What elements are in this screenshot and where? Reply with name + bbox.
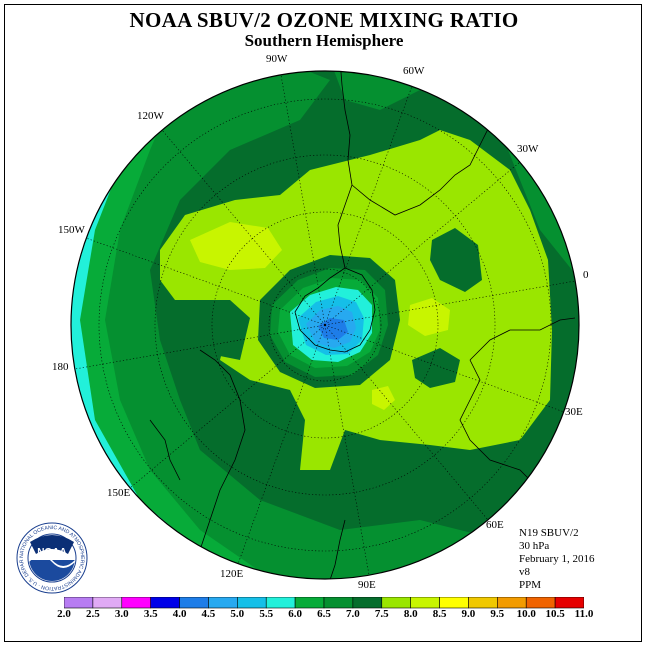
lon-label-150w: 150W [58, 224, 86, 236]
noaa-logo: NATIONAL OCEANIC AND ATMOSPHERIC ADMINIS… [16, 522, 88, 594]
colorbar-segment [410, 597, 440, 609]
lon-label-150e: 150E [107, 487, 131, 499]
lon-label-60e: 60E [486, 519, 504, 531]
colorbar-tick-label: 5.0 [230, 608, 245, 620]
ozone-contours [71, 71, 579, 579]
colorbar-tick-label: 9.0 [461, 608, 476, 620]
colorbar-tick-label: 10.5 [545, 608, 565, 620]
colorbar-tick-label: 4.5 [201, 608, 216, 620]
info-instrument: N19 SBUV/2 [519, 527, 579, 539]
logo-noaa-text: NOAA [37, 547, 66, 558]
colorbar-tick-label: 6.0 [288, 608, 302, 620]
colorbar-tick-label: 3.5 [143, 608, 158, 620]
figure-frame [4, 4, 642, 642]
map-subtitle: Southern Hemisphere [244, 31, 404, 50]
colorbar-segment [121, 597, 151, 609]
map-boundary [70, 70, 580, 580]
lon-label-90e: 90E [358, 579, 376, 591]
colorbar-segment [497, 597, 527, 609]
colorbar-tick-label: 7.0 [346, 608, 360, 620]
lon-label-120w: 120W [137, 110, 165, 122]
colorbar-segment [554, 597, 584, 609]
colorbar-segment [237, 597, 267, 609]
colorbar-segment [265, 597, 296, 609]
colorbar-segment [381, 597, 411, 609]
colorbar-tick-label: 5.5 [259, 608, 274, 620]
info-units: PPM [519, 579, 542, 591]
colorbar-tick-label: 9.5 [490, 608, 505, 620]
colorbar-tick-label: 8.5 [432, 608, 447, 620]
lon-label-30w: 30W [517, 143, 539, 155]
colorbar-tick-label: 7.5 [374, 608, 389, 620]
colorbar-segment [439, 597, 469, 609]
colorbar [64, 597, 584, 609]
info-level: 30 hPa [519, 540, 550, 552]
colorbar-segment [525, 597, 556, 609]
coastlines [149, 71, 576, 579]
info-version: v8 [519, 566, 530, 578]
colorbar-segment [64, 597, 94, 609]
colorbar-tick-label: 6.5 [317, 608, 331, 620]
lon-label-30e: 30E [565, 406, 583, 418]
colorbar-segment [323, 597, 354, 609]
lon-label-60w: 60W [403, 65, 425, 77]
map-title: NOAA SBUV/2 OZONE MIXING RATIO [129, 8, 519, 32]
colorbar-segment [468, 597, 498, 609]
colorbar-tick-label: 4.0 [172, 608, 187, 620]
colorbar-tick-label: 3.0 [114, 608, 129, 620]
colorbar-tick-label: 2.0 [57, 608, 71, 620]
colorbar-tick-label: 11.0 [574, 608, 594, 620]
colorbar-segment [294, 597, 325, 609]
lon-label-120e: 120E [220, 568, 244, 580]
colorbar-tick-label: 10.0 [516, 608, 536, 620]
lon-label-0: 0 [583, 269, 589, 281]
lon-label-90w: 90W [266, 53, 288, 65]
info-date: February 1, 2016 [519, 553, 595, 565]
colorbar-tick-label: 2.5 [86, 608, 100, 620]
lat-lon-grid [74, 74, 576, 576]
colorbar-tick-label: 8.0 [403, 608, 418, 620]
colorbar-segment [179, 597, 209, 609]
colorbar-segment [92, 597, 123, 609]
longitude-labels: 90W 60W 30W 0 30E 60E 90E 120E 150E 180 … [52, 53, 589, 591]
lon-label-180: 180 [52, 361, 69, 373]
colorbar-segment [150, 597, 180, 609]
colorbar-segment [208, 597, 238, 609]
colorbar-segment [352, 597, 383, 609]
data-info-block: N19 SBUV/2 30 hPa February 1, 2016 v8 PP… [519, 527, 594, 592]
